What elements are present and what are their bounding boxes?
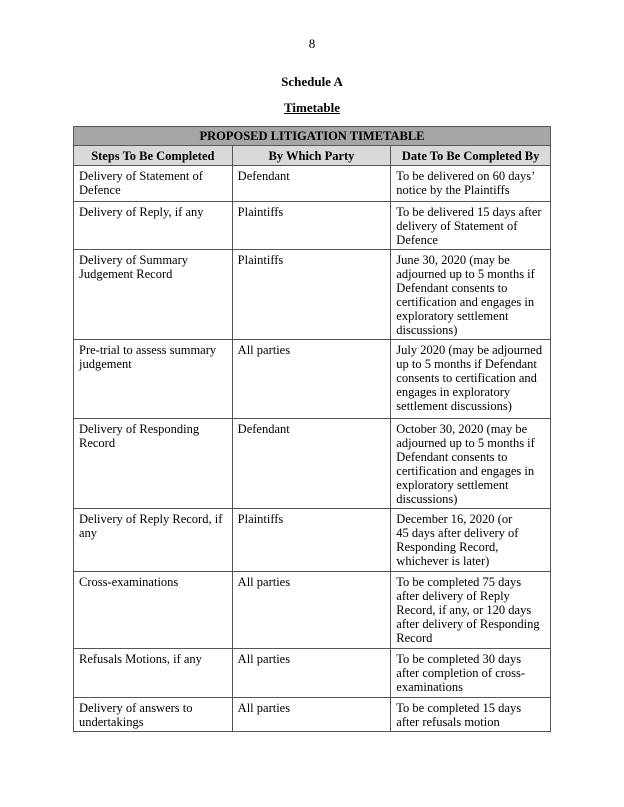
table-row: Cross-examinations All parties To be compl… (73, 571, 551, 649)
cell-date: To be delivered on 60 days’ notice by th… (390, 165, 551, 202)
table-row: Delivery of answers to undertakings All p… (73, 697, 551, 732)
cell-date: December 16, 2020 (or 45 days after deli… (390, 508, 551, 572)
column-header-party: By Which Party (231, 145, 392, 166)
table-row: Delivery of Summary Judgement Record Plai… (73, 249, 551, 340)
cell-party: Defendant (231, 418, 392, 509)
cell-date: To be completed 15 days after refusals m… (390, 697, 551, 732)
page-title: Timetable (283, 100, 341, 115)
cell-party: Plaintiffs (231, 508, 392, 572)
column-header-steps: Steps To Be Completed (73, 145, 233, 166)
cell-date: To be delivered 15 days after delivery o… (390, 201, 551, 250)
cell-party: Defendant (231, 165, 392, 202)
table-row: Refusals Motions, if any All parties To be… (73, 648, 551, 698)
table-row: Delivery of Reply Record, if any Plaintif… (73, 508, 551, 572)
cell-date: October 30, 2020 (may be adjourned up to… (390, 418, 551, 509)
cell-party: Plaintiffs (231, 249, 392, 340)
cell-step: Delivery of Summary Judgement Record (73, 249, 233, 340)
cell-step: Delivery of Statement of Defence (73, 165, 233, 202)
timetable-table: PROPOSED LITIGATION TIMETABLE Steps To B… (73, 126, 551, 732)
cell-party: All parties (231, 697, 392, 732)
cell-party: All parties (231, 339, 392, 419)
table-header-row: Steps To Be Completed By Which Party Dat… (73, 145, 551, 166)
table-row: Pre-trial to assess summary judgement All… (73, 339, 551, 419)
cell-date: To be completed 30 days after completion… (390, 648, 551, 698)
cell-party: All parties (231, 571, 392, 649)
cell-step: Cross-examinations (73, 571, 233, 649)
cell-date: June 30, 2020 (may be adjourned up to 5 … (390, 249, 551, 340)
cell-party: Plaintiffs (231, 201, 392, 250)
cell-step: Refusals Motions, if any (73, 648, 233, 698)
cell-step: Pre-trial to assess summary judgement (73, 339, 233, 419)
table-row: Delivery of Statement of Defence Defendan… (73, 165, 551, 202)
cell-step: Delivery of answers to undertakings (73, 697, 233, 732)
column-header-date: Date To Be Completed By (390, 145, 551, 166)
schedule-heading: Schedule A (281, 74, 343, 89)
cell-step: Delivery of Reply Record, if any (73, 508, 233, 572)
table-row: Delivery of Responding Record Defendant Oc… (73, 418, 551, 509)
cell-step: Delivery of Responding Record (73, 418, 233, 509)
table-caption: PROPOSED LITIGATION TIMETABLE (73, 126, 551, 146)
cell-step: Delivery of Reply, if any (73, 201, 233, 250)
table-row: Delivery of Reply, if any Plaintiffs To be… (73, 201, 551, 250)
table-caption-row: PROPOSED LITIGATION TIMETABLE (73, 126, 551, 146)
cell-date: To be completed 75 days after delivery o… (390, 571, 551, 649)
cell-date: July 2020 (may be adjourned up to 5 mont… (390, 339, 551, 419)
page-number: 8 (308, 36, 316, 51)
cell-party: All parties (231, 648, 392, 698)
